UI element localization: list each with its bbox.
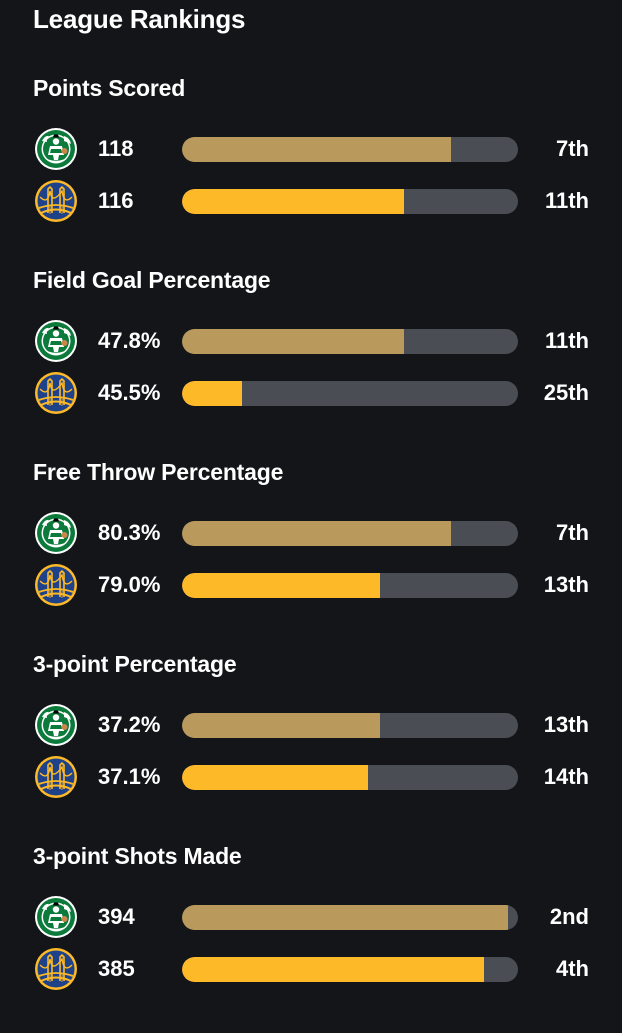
section-title: Free Throw Percentage: [33, 459, 284, 485]
league-rank: 7th: [556, 136, 589, 161]
stat-value: 394: [98, 904, 135, 929]
stat-value: 45.5%: [98, 380, 161, 405]
stat-value: 47.8%: [98, 328, 161, 353]
stat-row-warriors: 385 4th: [0, 945, 622, 993]
section-field-goal-percentage: Field Goal Percentage 47.8% 11th 45.5% 2…: [0, 265, 622, 457]
section-3-point-shots-made: 3-point Shots Made 394 2nd 385 4th: [0, 841, 622, 1033]
boston-celtics-logo-icon: [34, 127, 78, 171]
boston-celtics-logo-icon: [34, 703, 78, 747]
rank-bar-fill: [182, 573, 381, 598]
stat-row-warriors: 79.0% 13th: [0, 561, 622, 609]
golden-state-warriors-logo-icon: [34, 947, 78, 991]
rank-bar-fill: [182, 381, 243, 406]
stat-row-warriors: 45.5% 25th: [0, 369, 622, 417]
section-free-throw-percentage: Free Throw Percentage 80.3% 7th 79.0% 13…: [0, 457, 622, 649]
league-rank: 7th: [556, 520, 589, 545]
rank-bar-track: [182, 521, 518, 546]
rank-bar-fill: [182, 713, 381, 738]
section-title: Field Goal Percentage: [33, 267, 271, 293]
stat-value: 37.2%: [98, 712, 161, 737]
rank-bar-fill: [182, 957, 485, 982]
boston-celtics-logo-icon: [34, 511, 78, 555]
stat-row-celtics: 118 7th: [0, 125, 622, 173]
rank-bar-fill: [182, 189, 404, 214]
stat-value: 116: [98, 188, 134, 213]
stat-row-celtics: 47.8% 11th: [0, 317, 622, 365]
stat-row-celtics: 80.3% 7th: [0, 509, 622, 557]
rank-bar-fill: [182, 329, 404, 354]
section-title: 3-point Percentage: [33, 651, 237, 677]
rank-bar-fill: [182, 521, 451, 546]
golden-state-warriors-logo-icon: [34, 755, 78, 799]
stat-row-celtics: 37.2% 13th: [0, 701, 622, 749]
rank-bar-fill: [182, 765, 369, 790]
rank-bar-fill: [182, 137, 451, 162]
league-rank: 2nd: [549, 904, 589, 929]
stat-value: 80.3%: [98, 520, 161, 545]
page-title: League Rankings: [33, 4, 246, 34]
section-3-point-percentage: 3-point Percentage 37.2% 13th 37.1% 14th: [0, 649, 622, 841]
league-rank: 25th: [543, 380, 589, 405]
rank-bar-track: [182, 137, 518, 162]
league-rank: 13th: [543, 572, 589, 597]
section-points-scored: Points Scored 118 7th 116 11th: [0, 73, 622, 265]
league-rank: 14th: [543, 764, 589, 789]
league-rank: 11th: [544, 188, 589, 213]
stat-value: 37.1%: [98, 764, 161, 789]
rank-bar-track: [182, 573, 518, 598]
golden-state-warriors-logo-icon: [34, 179, 78, 223]
golden-state-warriors-logo-icon: [34, 563, 78, 607]
stat-row-celtics: 394 2nd: [0, 893, 622, 941]
rank-bar-track: [182, 905, 518, 930]
stat-row-warriors: 116 11th: [0, 177, 622, 225]
rank-bar-track: [182, 381, 518, 406]
league-rank: 4th: [556, 956, 589, 981]
rank-bar-track: [182, 329, 518, 354]
rank-bar-track: [182, 957, 518, 982]
rank-bar-track: [182, 765, 518, 790]
rank-bar-track: [182, 189, 518, 214]
section-title: Points Scored: [33, 75, 186, 101]
boston-celtics-logo-icon: [34, 319, 78, 363]
stat-value: 385: [98, 956, 135, 981]
rank-bar-fill: [182, 905, 508, 930]
golden-state-warriors-logo-icon: [34, 371, 78, 415]
section-title: 3-point Shots Made: [33, 843, 242, 869]
league-rank: 11th: [544, 328, 589, 353]
stat-row-warriors: 37.1% 14th: [0, 753, 622, 801]
league-rank: 13th: [543, 712, 589, 737]
stat-value: 118: [98, 136, 134, 161]
stat-value: 79.0%: [98, 572, 161, 597]
rank-bar-track: [182, 713, 518, 738]
boston-celtics-logo-icon: [34, 895, 78, 939]
